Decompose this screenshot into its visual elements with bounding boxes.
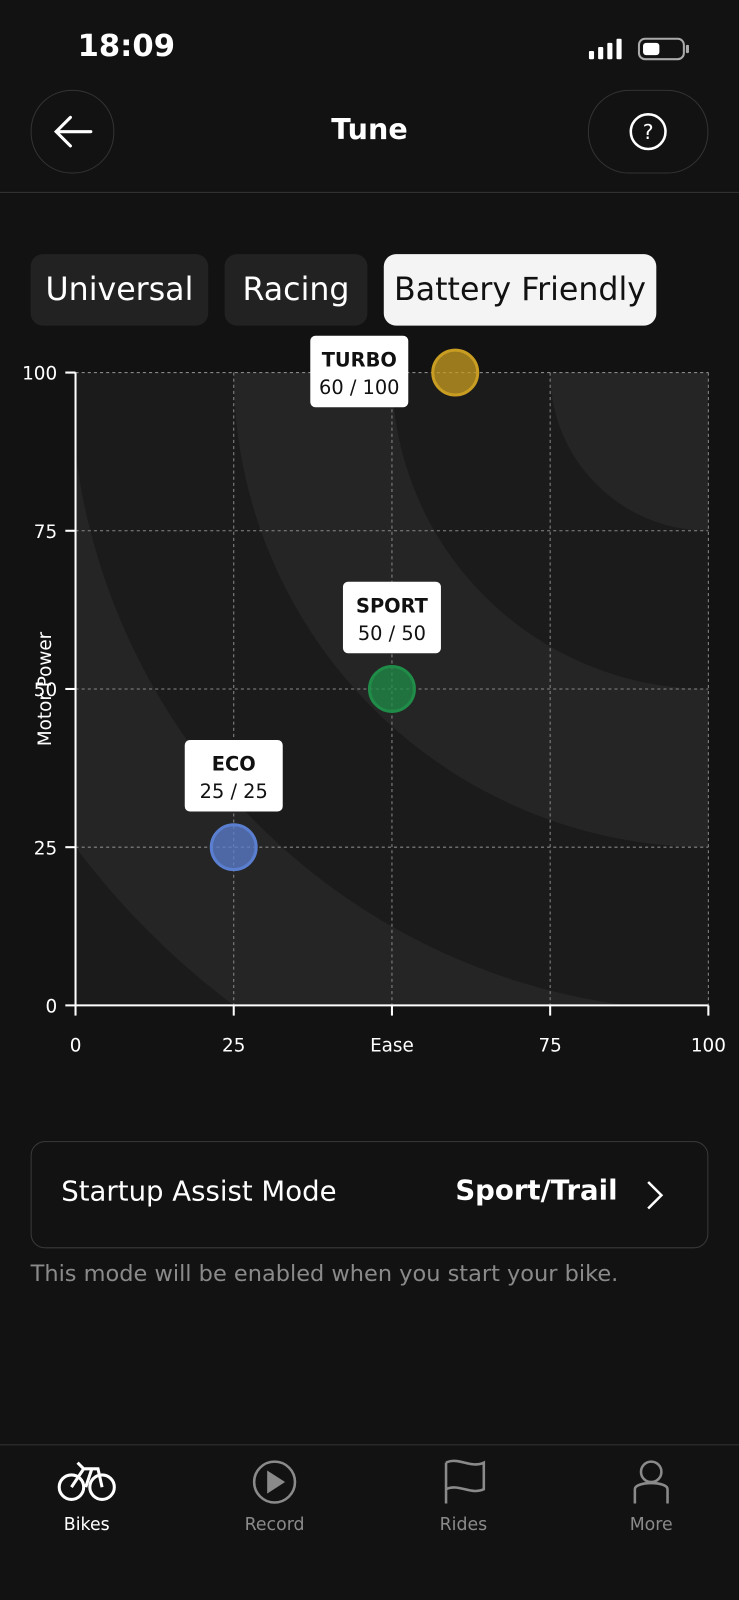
nav-divider (0, 1444, 739, 1446)
header-title: Tune (331, 112, 408, 146)
point-label-box (342, 581, 441, 654)
point-label-box (184, 740, 283, 812)
nav-item[interactable]: Rides (439, 1514, 488, 1536)
help-button[interactable]: ? (587, 89, 709, 174)
point (367, 664, 416, 713)
point-name: ECO (212, 753, 256, 776)
x-tick-label: 0 (70, 1035, 82, 1056)
chart: Motor Power 0 25 50 75 100 0 25 Ease 75 100 ECO 25 … (22, 335, 726, 1056)
y-axis-title: Motor Power (35, 631, 56, 746)
tab[interactable]: Universal (30, 254, 209, 326)
startup-row[interactable]: Startup Assist Mode Sport/Trail (30, 1141, 709, 1249)
point-value-label: 60 / 100 (319, 376, 399, 399)
startup-note: This mode will be enabled when you start… (30, 1261, 619, 1288)
startup-value: Sport/Trail (455, 1174, 618, 1207)
x-tick-label: Ease (370, 1035, 414, 1056)
y-tick-label: 50 (34, 680, 57, 701)
point-label-box (310, 335, 409, 408)
tab[interactable]: Battery Friendly (383, 254, 657, 326)
svg-text:?: ? (643, 120, 654, 144)
x-tick-label: 75 (538, 1035, 561, 1056)
point-value-label: 25 / 25 (200, 780, 268, 803)
point-name: TURBO (322, 348, 397, 371)
x-tick-label: 100 (691, 1035, 726, 1056)
nav-icons (57, 1459, 669, 1504)
x-tick-label: 25 (222, 1035, 245, 1056)
point (209, 823, 258, 872)
y-tick-label: 25 (34, 838, 57, 859)
y-tick-label: 75 (34, 522, 57, 543)
point-value-label: 50 / 50 (358, 622, 426, 645)
point (431, 348, 480, 397)
nav-item[interactable]: More (629, 1514, 673, 1536)
back-button[interactable] (30, 89, 115, 174)
status-time: 18:09 (77, 28, 176, 65)
point-name: SPORT (356, 594, 429, 617)
nav-item[interactable]: Bikes (63, 1514, 110, 1536)
tab[interactable]: Racing (224, 254, 368, 326)
startup-label: Startup Assist Mode (61, 1175, 337, 1208)
status-icons (588, 37, 689, 61)
y-tick-label: 100 (22, 364, 57, 385)
nav-item[interactable]: Record (244, 1514, 305, 1536)
divider (0, 191, 739, 193)
y-tick-label: 0 (45, 997, 57, 1018)
